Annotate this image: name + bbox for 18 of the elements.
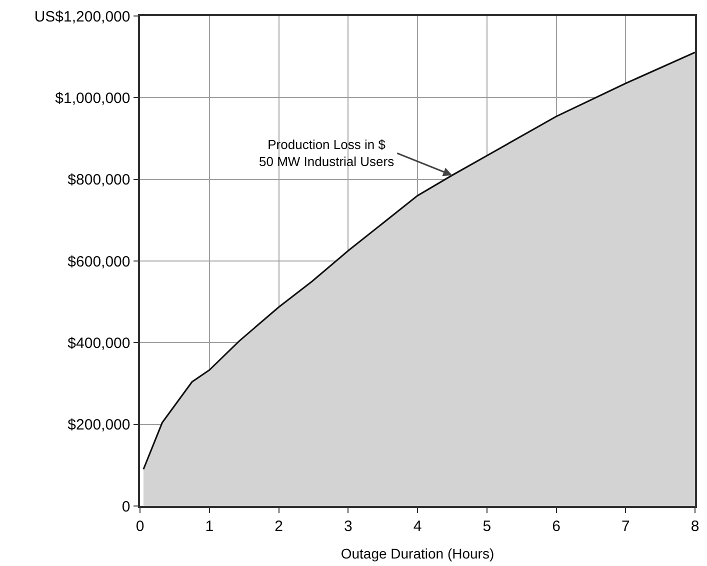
y-tick-label: 0 (122, 498, 130, 516)
y-tick-label: $200,000 (68, 416, 130, 434)
x-tick-label: 4 (413, 518, 422, 535)
x-tick-label: 5 (482, 518, 492, 535)
y-tick-label: US$1,200,000 (34, 8, 130, 26)
y-tick-label: $800,000 (68, 172, 130, 189)
x-tick-label: 7 (621, 518, 630, 535)
y-tick-label: $400,000 (68, 334, 130, 352)
x-axis-title: Outage Duration (Hours) (340, 546, 494, 562)
annotation: Production Loss in $ 50 MW Industrial Users (259, 137, 395, 169)
x-tick-label: 6 (552, 518, 560, 535)
x-tick-label: 3 (344, 518, 352, 535)
y-tick-label: $600,000 (68, 253, 130, 270)
y-tick-label: $1,000,000 (55, 90, 130, 107)
x-tick-label: 2 (274, 518, 283, 535)
x-tick-label: 0 (136, 518, 144, 535)
x-tick-label: 8 (690, 518, 700, 535)
x-tick-label: 1 (205, 518, 214, 535)
